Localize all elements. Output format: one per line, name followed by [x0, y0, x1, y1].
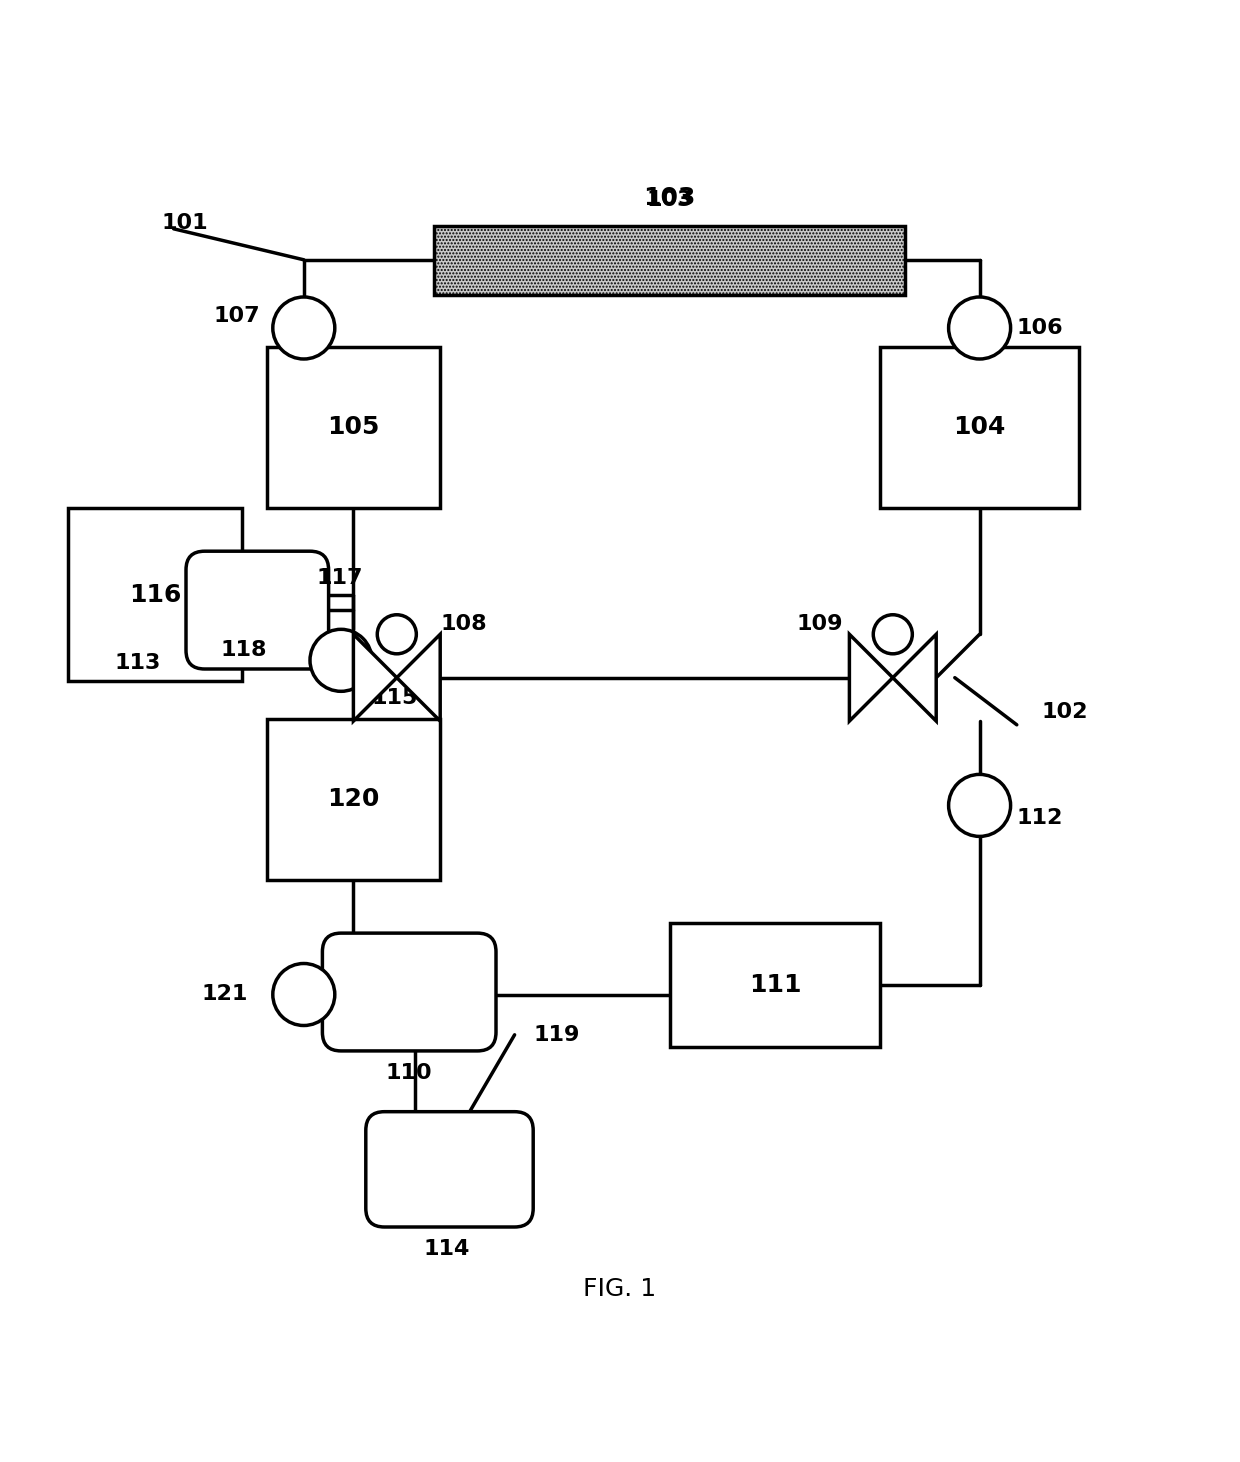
Text: 105: 105 — [327, 415, 379, 439]
Text: 112: 112 — [1017, 808, 1063, 827]
FancyBboxPatch shape — [186, 551, 329, 670]
FancyBboxPatch shape — [322, 933, 496, 1051]
Text: 118: 118 — [221, 640, 267, 661]
FancyBboxPatch shape — [366, 1111, 533, 1227]
Text: 113: 113 — [115, 654, 161, 673]
Text: 111: 111 — [751, 975, 799, 996]
Text: 102: 102 — [1042, 702, 1089, 722]
Text: 120: 120 — [330, 789, 377, 808]
Text: 103: 103 — [644, 186, 696, 211]
Circle shape — [273, 297, 335, 360]
Polygon shape — [893, 635, 936, 721]
FancyBboxPatch shape — [68, 507, 242, 681]
FancyBboxPatch shape — [434, 227, 905, 294]
Text: 108: 108 — [440, 614, 487, 635]
Text: 107: 107 — [213, 306, 260, 326]
Text: 105: 105 — [330, 417, 377, 437]
FancyBboxPatch shape — [880, 346, 1079, 507]
Text: 101: 101 — [161, 212, 208, 232]
Text: FIG. 1: FIG. 1 — [584, 1276, 656, 1301]
Circle shape — [377, 614, 417, 654]
FancyBboxPatch shape — [267, 719, 440, 880]
Text: 115: 115 — [372, 687, 418, 708]
FancyBboxPatch shape — [670, 923, 880, 1047]
Text: 121: 121 — [202, 984, 248, 1004]
Circle shape — [273, 963, 335, 1025]
Polygon shape — [353, 635, 397, 721]
Text: 114: 114 — [423, 1240, 470, 1259]
Text: 110: 110 — [386, 1063, 433, 1083]
Text: 109: 109 — [797, 614, 843, 635]
Text: 106: 106 — [1017, 319, 1064, 338]
Text: 120: 120 — [327, 787, 379, 811]
Circle shape — [949, 775, 1011, 836]
Text: 104: 104 — [956, 417, 1003, 437]
Text: 119: 119 — [533, 1025, 579, 1045]
Text: 116: 116 — [129, 582, 181, 607]
Text: 104: 104 — [954, 415, 1006, 439]
FancyBboxPatch shape — [267, 346, 440, 507]
Polygon shape — [849, 635, 893, 721]
Circle shape — [873, 614, 913, 654]
Circle shape — [310, 629, 372, 692]
Text: 117: 117 — [316, 569, 362, 588]
Text: 103: 103 — [646, 190, 693, 211]
Text: 116: 116 — [131, 585, 179, 605]
Text: 111: 111 — [749, 974, 801, 997]
Circle shape — [949, 297, 1011, 360]
Polygon shape — [397, 635, 440, 721]
